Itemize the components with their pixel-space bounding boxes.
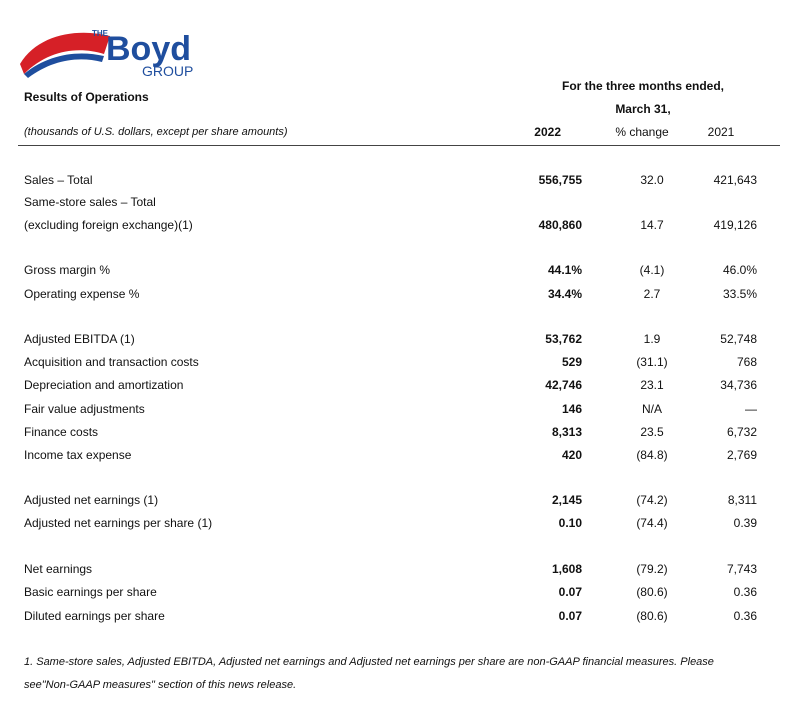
- value-2022: 53,762: [545, 332, 582, 346]
- logo-sub: GROUP: [142, 63, 193, 79]
- value-2022: 0.07: [558, 609, 582, 623]
- value-change: 1.9: [643, 332, 661, 346]
- value-2022: 1,608: [551, 562, 582, 576]
- value-2022: 34.4%: [547, 287, 582, 301]
- value-change: 32.0: [640, 173, 664, 187]
- value-2022: 42,746: [545, 378, 582, 392]
- value-change: 23.5: [640, 425, 664, 439]
- value-2021: 8,311: [727, 493, 757, 507]
- row-label: Sales – Total: [24, 173, 93, 187]
- row-label: Gross margin %: [24, 263, 111, 277]
- value-2021: 768: [736, 355, 757, 369]
- logo-main: Boyd: [106, 30, 191, 68]
- row-label: Adjusted EBITDA (1): [24, 332, 135, 346]
- value-2021: 0.39: [733, 516, 757, 530]
- row-label: Adjusted net earnings per share (1): [24, 516, 213, 530]
- column-header: 2021: [707, 125, 735, 139]
- column-header: 2022: [534, 125, 561, 139]
- value-change: 23.1: [640, 378, 664, 392]
- value-2021: 0.36: [733, 609, 757, 623]
- value-change: N/A: [641, 402, 662, 416]
- value-2021: 0.36: [733, 585, 757, 599]
- value-2021: —: [745, 402, 757, 416]
- value-2022: 0.10: [558, 516, 582, 530]
- value-change: (31.1): [636, 355, 668, 369]
- value-2022: 44.1%: [547, 263, 582, 277]
- value-2022: 146: [561, 402, 582, 416]
- row-label: Fair value adjustments: [24, 402, 145, 416]
- logo-small: THE: [92, 29, 109, 38]
- value-change: (80.6): [636, 585, 668, 599]
- row-label: (excluding foreign exchange)(1): [24, 218, 193, 232]
- value-change: (74.4): [636, 516, 668, 530]
- divider: [18, 145, 780, 146]
- title: Results of Operations: [24, 90, 149, 104]
- value-2021: 419,126: [713, 218, 757, 232]
- row-label: Finance costs: [24, 425, 99, 439]
- row-label: Net earnings: [24, 562, 93, 576]
- row-label: Operating expense %: [24, 287, 140, 301]
- value-change: 2.7: [643, 287, 661, 301]
- column-header: % change: [615, 125, 669, 139]
- note: (thousands of U.S. dollars, except per s…: [24, 126, 288, 138]
- logo-swoosh: [20, 32, 110, 74]
- value-change: (80.6): [636, 609, 668, 623]
- value-2021: 7,743: [726, 562, 757, 576]
- logo-swoosh-blue: [24, 53, 104, 78]
- value-change: 14.7: [640, 218, 664, 232]
- row-label: Income tax expense: [24, 448, 132, 462]
- value-2022: 529: [561, 355, 582, 369]
- row-label: Basic earnings per share: [24, 585, 157, 599]
- period: For the three months ended,: [561, 79, 724, 93]
- row-label: Adjusted net earnings (1): [24, 493, 159, 507]
- value-2021: 33.5%: [722, 287, 757, 301]
- value-2021: 421,643: [713, 173, 757, 187]
- value-change: (79.2): [636, 562, 668, 576]
- value-2021: 6,732: [726, 425, 757, 439]
- row-label: Diluted earnings per share: [24, 609, 165, 623]
- value-change: (74.2): [636, 493, 668, 507]
- value-change: (4.1): [639, 263, 665, 277]
- value-2022: 0.07: [558, 585, 582, 599]
- row-label: Depreciation and amortization: [24, 378, 184, 392]
- value-2022: 556,755: [538, 173, 582, 187]
- value-2022: 420: [561, 448, 582, 462]
- value-2022: 8,313: [551, 425, 582, 439]
- footnote: 1. Same-store sales, Adjusted EBITDA, Ad…: [24, 656, 714, 668]
- row-label: Same-store sales – Total: [24, 195, 156, 209]
- footnote: see"Non-GAAP measures" section of this n…: [24, 679, 297, 691]
- value-2021: 34,736: [720, 378, 757, 392]
- value-2021: 46.0%: [722, 263, 757, 277]
- value-2022: 2,145: [551, 493, 582, 507]
- logo: THE Boyd GROUP: [20, 29, 193, 79]
- value-2021: 52,748: [720, 332, 757, 346]
- row-label: Acquisition and transaction costs: [24, 355, 199, 369]
- value-2021: 2,769: [726, 448, 757, 462]
- period: March 31,: [615, 102, 671, 116]
- value-2022: 480,860: [538, 218, 582, 232]
- value-change: (84.8): [636, 448, 668, 462]
